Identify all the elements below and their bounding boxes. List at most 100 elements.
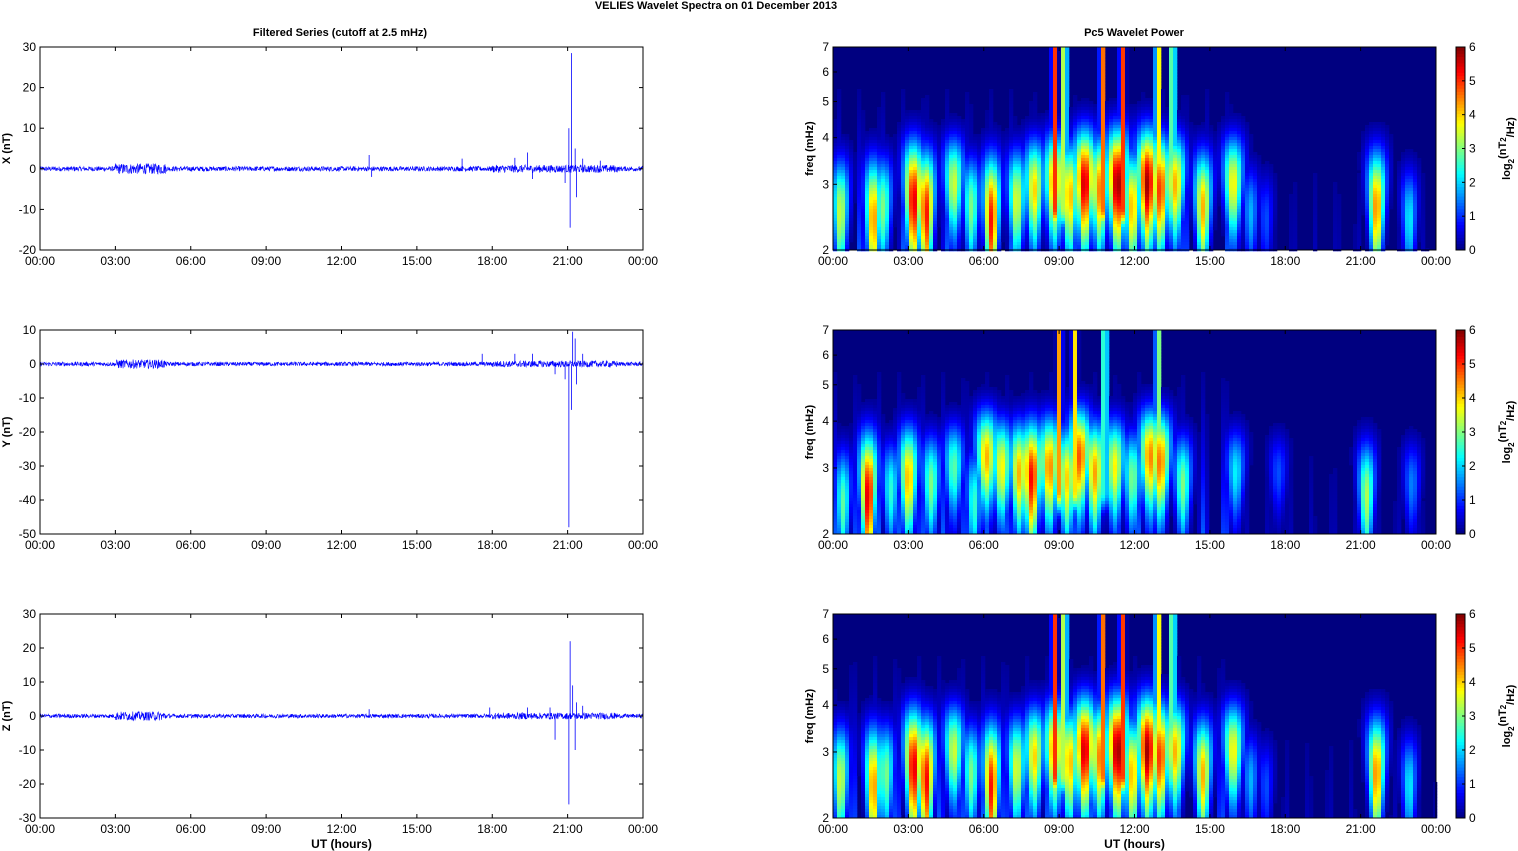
heatmap-panel-1-cell <box>1045 125 1050 129</box>
heatmap-panel-1-cell <box>1401 152 1406 156</box>
heatmap-panel-1-cell <box>1181 185 1186 189</box>
heatmap-panel-1-cell <box>1409 179 1414 183</box>
heatmap-panel-1-cell <box>1053 50 1058 54</box>
left-column-title: Filtered Series (cutoff at 2.5 mHz) <box>253 27 428 39</box>
heatmap-panel-1-cell <box>1161 164 1166 168</box>
heatmap-panel-1-cell <box>837 164 842 168</box>
heatmap-panel-1-cell <box>1209 128 1214 132</box>
heatmap-panel-1-cell <box>1121 74 1126 78</box>
heatmap-panel-1-cell <box>1189 203 1194 207</box>
heatmap-panel-1-cell <box>1205 95 1210 99</box>
heatmap-panel-1-cell <box>905 110 910 114</box>
heatmap-panel-1-cell <box>1117 53 1122 57</box>
heatmap-panel-1-cell <box>1177 176 1182 180</box>
heatmap-panel-1-cell <box>873 170 878 174</box>
heatmap-panel-1-cell <box>885 167 890 171</box>
heatmap-panel-1-cell <box>885 188 890 192</box>
heatmap-panel-1-cell <box>1157 83 1162 87</box>
heatmap-panel-1-cell <box>861 215 866 219</box>
heatmap-panel-1-cell <box>1225 95 1230 99</box>
heatmap-panel-1-cell <box>909 161 914 165</box>
heatmap-panel-1-cell <box>1397 185 1402 189</box>
heatmap-panel-1-cell <box>1209 200 1214 204</box>
heatmap-panel-1-cell <box>1133 215 1138 219</box>
heatmap-panel-1-cell <box>1153 170 1158 174</box>
heatmap-panel-1-cell <box>913 221 918 225</box>
heatmap-panel-1-cell <box>1049 212 1054 216</box>
heatmap-panel-1-cell <box>1225 131 1230 135</box>
heatmap-panel-1-cell <box>937 161 942 165</box>
heatmap-panel-1-cell <box>1045 212 1050 216</box>
heatmap-panel-1-cell <box>1057 101 1062 105</box>
heatmap-panel-1-cell <box>1069 182 1074 186</box>
heatmap-panel-1-cell <box>1373 155 1378 159</box>
heatmap-panel-1-cell <box>1209 203 1214 207</box>
heatmap-panel-1-cell <box>1137 122 1142 126</box>
heatmap-panel-1-cell <box>1017 128 1022 132</box>
heatmap-panel-1-cell <box>897 125 902 129</box>
heatmap-panel-1-cell <box>953 140 958 144</box>
heatmap-panel-1-cell <box>865 209 870 213</box>
heatmap-panel-1-cell <box>1129 179 1134 183</box>
heatmap-panel-1-cell <box>933 197 938 201</box>
heatmap-panel-1-cell <box>1225 146 1230 150</box>
heatmap-panel-1-cell <box>1293 185 1298 189</box>
heatmap-panel-1-cell <box>1409 158 1414 162</box>
heatmap-panel-1-cell <box>1125 53 1130 57</box>
heatmap-panel-1-cell <box>1085 182 1090 186</box>
heatmap-panel-1-cell <box>989 197 994 201</box>
heatmap-panel-1-cell <box>861 221 866 225</box>
heatmap-panel-1-cell <box>1389 170 1394 174</box>
heatmap-panel-1-cell <box>857 203 862 207</box>
heatmap-panel-1-cell <box>1213 170 1218 174</box>
heatmap-panel-1-cell <box>1117 191 1122 195</box>
heatmap-panel-1-cell <box>1381 197 1386 201</box>
heatmap-panel-1-cell <box>917 119 922 123</box>
heatmap-panel-1-cell <box>1125 107 1130 111</box>
heatmap-panel-1-cell <box>1113 212 1118 216</box>
heatmap-panel-1-cell <box>1117 62 1122 66</box>
heatmap-panel-1-cell <box>889 203 894 207</box>
heatmap-panel-1-cell <box>1133 185 1138 189</box>
heatmap-panel-1-cell <box>1149 173 1154 177</box>
heatmap-panel-1-cell <box>1133 221 1138 225</box>
heatmap-panel-1-cell <box>1065 95 1070 99</box>
heatmap-panel-1-cell <box>1197 158 1202 162</box>
heatmap-panel-1-cell <box>989 191 994 195</box>
heatmap-panel-1-cell <box>1037 152 1042 156</box>
heatmap-panel-1-cell <box>1213 185 1218 189</box>
heatmap-panel-1-cell <box>1173 92 1178 96</box>
heatmap-panel-1-cell <box>1389 200 1394 204</box>
heatmap-panel-1-cell <box>869 170 874 174</box>
heatmap-panel-1-cell <box>1137 140 1142 144</box>
heatmap-panel-1-cell <box>1017 149 1022 153</box>
heatmap-panel-1-cell <box>929 206 934 210</box>
heatmap-panel-1-cell <box>1129 203 1134 207</box>
heatmap-panel-1-cell <box>1161 113 1166 117</box>
heatmap-panel-1-cell <box>985 164 990 168</box>
heatmap-panel-1-cell <box>1397 179 1402 183</box>
heatmap-panel-1-cell <box>1373 122 1378 126</box>
heatmap-panel-1-cell <box>1001 206 1006 210</box>
heatmap-panel-1-cell <box>1061 182 1066 186</box>
heatmap-panel-1-cell <box>833 176 838 180</box>
heatmap-panel-1-cell <box>1001 182 1006 186</box>
heatmap-panel-1-cell <box>949 152 954 156</box>
heatmap-panel-1-cell <box>1381 164 1386 168</box>
heatmap-panel-1-cell <box>853 170 858 174</box>
heatmap-panel-1-cell <box>1121 194 1126 198</box>
heatmap-panel-1-cell <box>837 137 842 141</box>
heatmap-panel-1-cell <box>1033 215 1038 219</box>
heatmap-panel-1-cell <box>901 125 906 129</box>
heatmap-panel-1-cell <box>1005 200 1010 204</box>
heatmap-panel-1-cell <box>1193 200 1198 204</box>
heatmap-panel-1-cell <box>897 131 902 135</box>
heatmap-panel-1-cell <box>1137 164 1142 168</box>
heatmap-panel-1-cell <box>1157 176 1162 180</box>
line-panel-2-xtick-label: 00:00 <box>25 538 55 552</box>
heatmap-panel-1-cell <box>1101 140 1106 144</box>
heatmap-panel-1-cell <box>965 125 970 129</box>
heatmap-panel-1-cell <box>1105 176 1110 180</box>
heatmap-panel-1-cell <box>1213 167 1218 171</box>
heatmap-panel-1-cell <box>1049 104 1054 108</box>
